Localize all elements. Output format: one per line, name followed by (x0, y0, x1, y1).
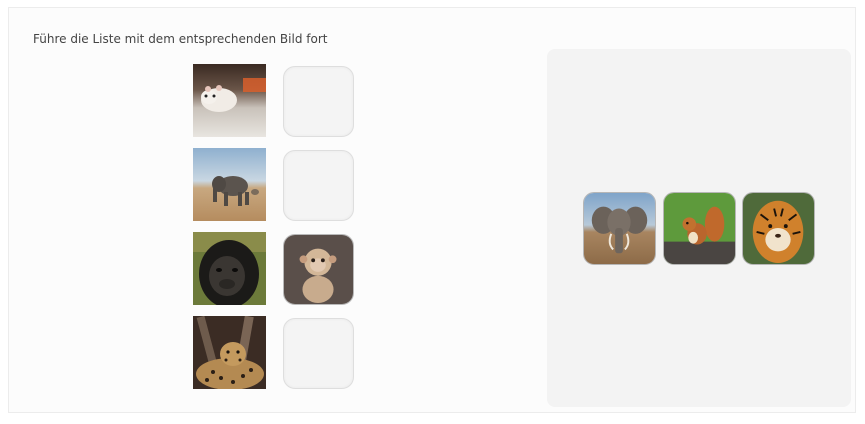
elephant-choice-image (584, 193, 655, 264)
match-row (193, 316, 354, 389)
monkey-image[interactable] (284, 235, 353, 304)
gorilla-image (193, 232, 266, 305)
match-row (193, 148, 354, 221)
answer-bank (547, 49, 851, 407)
drop-slot-empty[interactable] (283, 318, 354, 389)
drop-slot-empty[interactable] (283, 150, 354, 221)
choice-tile-tiger[interactable] (742, 192, 815, 265)
elephant-image (193, 148, 266, 221)
choice-tile-elephant[interactable] (583, 192, 656, 265)
drop-slot-filled[interactable] (283, 234, 354, 305)
match-row (193, 232, 354, 305)
squirrel-choice-image (664, 193, 735, 264)
leopard-image (193, 316, 266, 389)
choice-tile-squirrel[interactable] (663, 192, 736, 265)
drop-slot-empty[interactable] (283, 66, 354, 137)
tiger-choice-image (743, 193, 814, 264)
hamster-image (193, 64, 266, 137)
match-row (193, 64, 354, 137)
instruction-text: Führe die Liste mit dem entsprechenden B… (33, 32, 328, 46)
